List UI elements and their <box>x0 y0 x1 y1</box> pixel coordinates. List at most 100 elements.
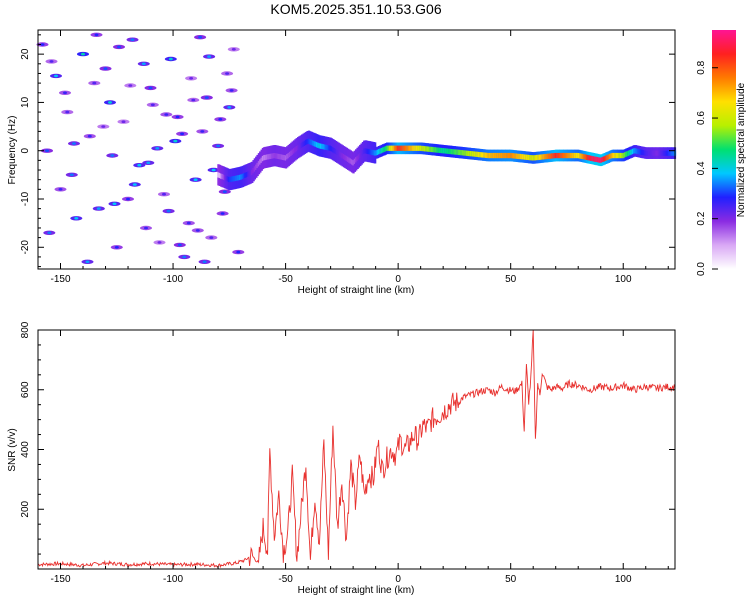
ridge-cell <box>234 175 238 181</box>
ridge-cell <box>553 153 556 159</box>
ridge-cell <box>452 149 455 155</box>
ridge-cell <box>248 170 251 177</box>
ridge-cell <box>307 138 311 144</box>
ridge-cell <box>461 150 465 156</box>
ridge-cell <box>395 145 398 151</box>
ridge-cell <box>342 154 346 160</box>
ridge-cell <box>614 152 617 159</box>
ridge-cell <box>546 153 550 159</box>
spectrogram-y-tick-label: -10 <box>20 191 31 206</box>
ridge-cell <box>482 152 485 158</box>
ridge-cell <box>517 153 520 159</box>
ridge-cell <box>618 152 621 159</box>
ridge-cell <box>444 148 447 154</box>
ridge-cell <box>344 154 347 161</box>
ridge-cell <box>529 155 532 161</box>
ridge-cell <box>533 155 536 161</box>
ridge-cell <box>295 146 298 152</box>
ridge-cell <box>569 152 573 159</box>
ridge-cell <box>413 145 416 151</box>
ridge-cell <box>557 152 560 159</box>
ridge-cell <box>542 154 546 160</box>
ridge-cell <box>580 153 583 159</box>
ridge-cell <box>448 148 451 154</box>
ridge-cell <box>607 154 610 160</box>
ridge-cell <box>507 152 510 159</box>
ridge-cell <box>425 146 428 152</box>
snr-x-tick-label: -100 <box>163 574 183 585</box>
ridge-cell <box>429 146 432 152</box>
ridge-cell <box>329 145 332 151</box>
ridge-cell <box>286 154 289 160</box>
ridge-cell <box>631 148 635 155</box>
noise-blob-core <box>195 229 200 232</box>
noise-blob-core <box>81 52 85 56</box>
ridge-cell <box>556 152 559 159</box>
spectrogram-x-tick-label: -100 <box>163 274 183 285</box>
ridge-cell <box>596 157 600 163</box>
snr-axes: -150 -100 -50 0 50 100 200 400 600 800 <box>20 321 675 585</box>
ridge-cell <box>433 147 436 153</box>
ridge-cell <box>261 155 265 162</box>
noise-blob-core <box>173 139 178 143</box>
noise-blob-core <box>150 103 155 107</box>
ridge-cell <box>348 157 351 163</box>
spectrogram-y-label: Frequency (Hz) <box>7 116 18 185</box>
spectrogram-y-tick-label: 20 <box>20 48 31 60</box>
ridge-cell <box>449 148 452 155</box>
ridge-cell <box>575 152 578 159</box>
ridge-cell <box>361 150 365 156</box>
noise-blob-core <box>146 161 151 165</box>
noise-blob-core <box>162 192 166 196</box>
ridge-cell <box>567 152 570 159</box>
ridge-cell <box>399 145 402 151</box>
ridge-cell <box>264 154 267 161</box>
noise-blob-core <box>207 55 212 58</box>
ridge-cell <box>594 156 597 162</box>
noise-blob-core <box>227 106 232 109</box>
ridge-cell <box>653 150 656 156</box>
noise-blob-core <box>175 115 180 119</box>
ridge-cell <box>252 168 255 174</box>
ridge-cell <box>494 152 497 159</box>
ridge-cell <box>509 152 512 159</box>
ridge-cell <box>554 152 558 159</box>
noise-blob-core <box>222 190 227 193</box>
ridge-cell <box>515 153 519 159</box>
ridge-cell <box>610 153 613 159</box>
noise-blob-core <box>144 226 148 230</box>
ridge-cell <box>305 139 308 146</box>
noise-blob-core <box>198 35 203 39</box>
snr-x-tick-label: 0 <box>395 574 401 585</box>
noise-blob-core <box>65 110 70 114</box>
ridge-cell <box>387 145 390 151</box>
ridge-cell <box>403 145 406 151</box>
ridge-cell <box>256 162 259 169</box>
ridge-cell <box>349 158 352 164</box>
ridge-cell <box>608 153 612 160</box>
colorbar-tick-label: 0.2 <box>696 211 707 225</box>
ridge-cell <box>290 150 293 156</box>
ridge-cell <box>309 139 312 145</box>
ridge-cell <box>325 144 328 150</box>
spectrogram-x-tick-label: 50 <box>505 274 517 285</box>
spectrogram-frame <box>37 29 676 270</box>
ridge-cell <box>297 145 300 151</box>
ridge-cell <box>336 149 339 155</box>
ridge-cell <box>334 148 338 155</box>
ridge-cell <box>561 152 565 159</box>
noise-blob-core <box>85 260 90 264</box>
noise-blob-core <box>54 74 58 78</box>
ridge-cell <box>328 145 331 151</box>
ridge-cell <box>233 176 236 182</box>
noise-blob-core <box>130 38 135 41</box>
ridge-cell <box>283 155 286 161</box>
ridge-cell <box>592 156 596 162</box>
ridge-cell <box>345 155 348 162</box>
ridge-cell <box>220 173 223 179</box>
ridge-cell <box>291 149 294 155</box>
snr-x-tick-label: -150 <box>51 574 71 585</box>
ridge-cell <box>217 172 220 178</box>
ridge-cell <box>442 148 446 154</box>
ridge-cell <box>230 176 234 182</box>
